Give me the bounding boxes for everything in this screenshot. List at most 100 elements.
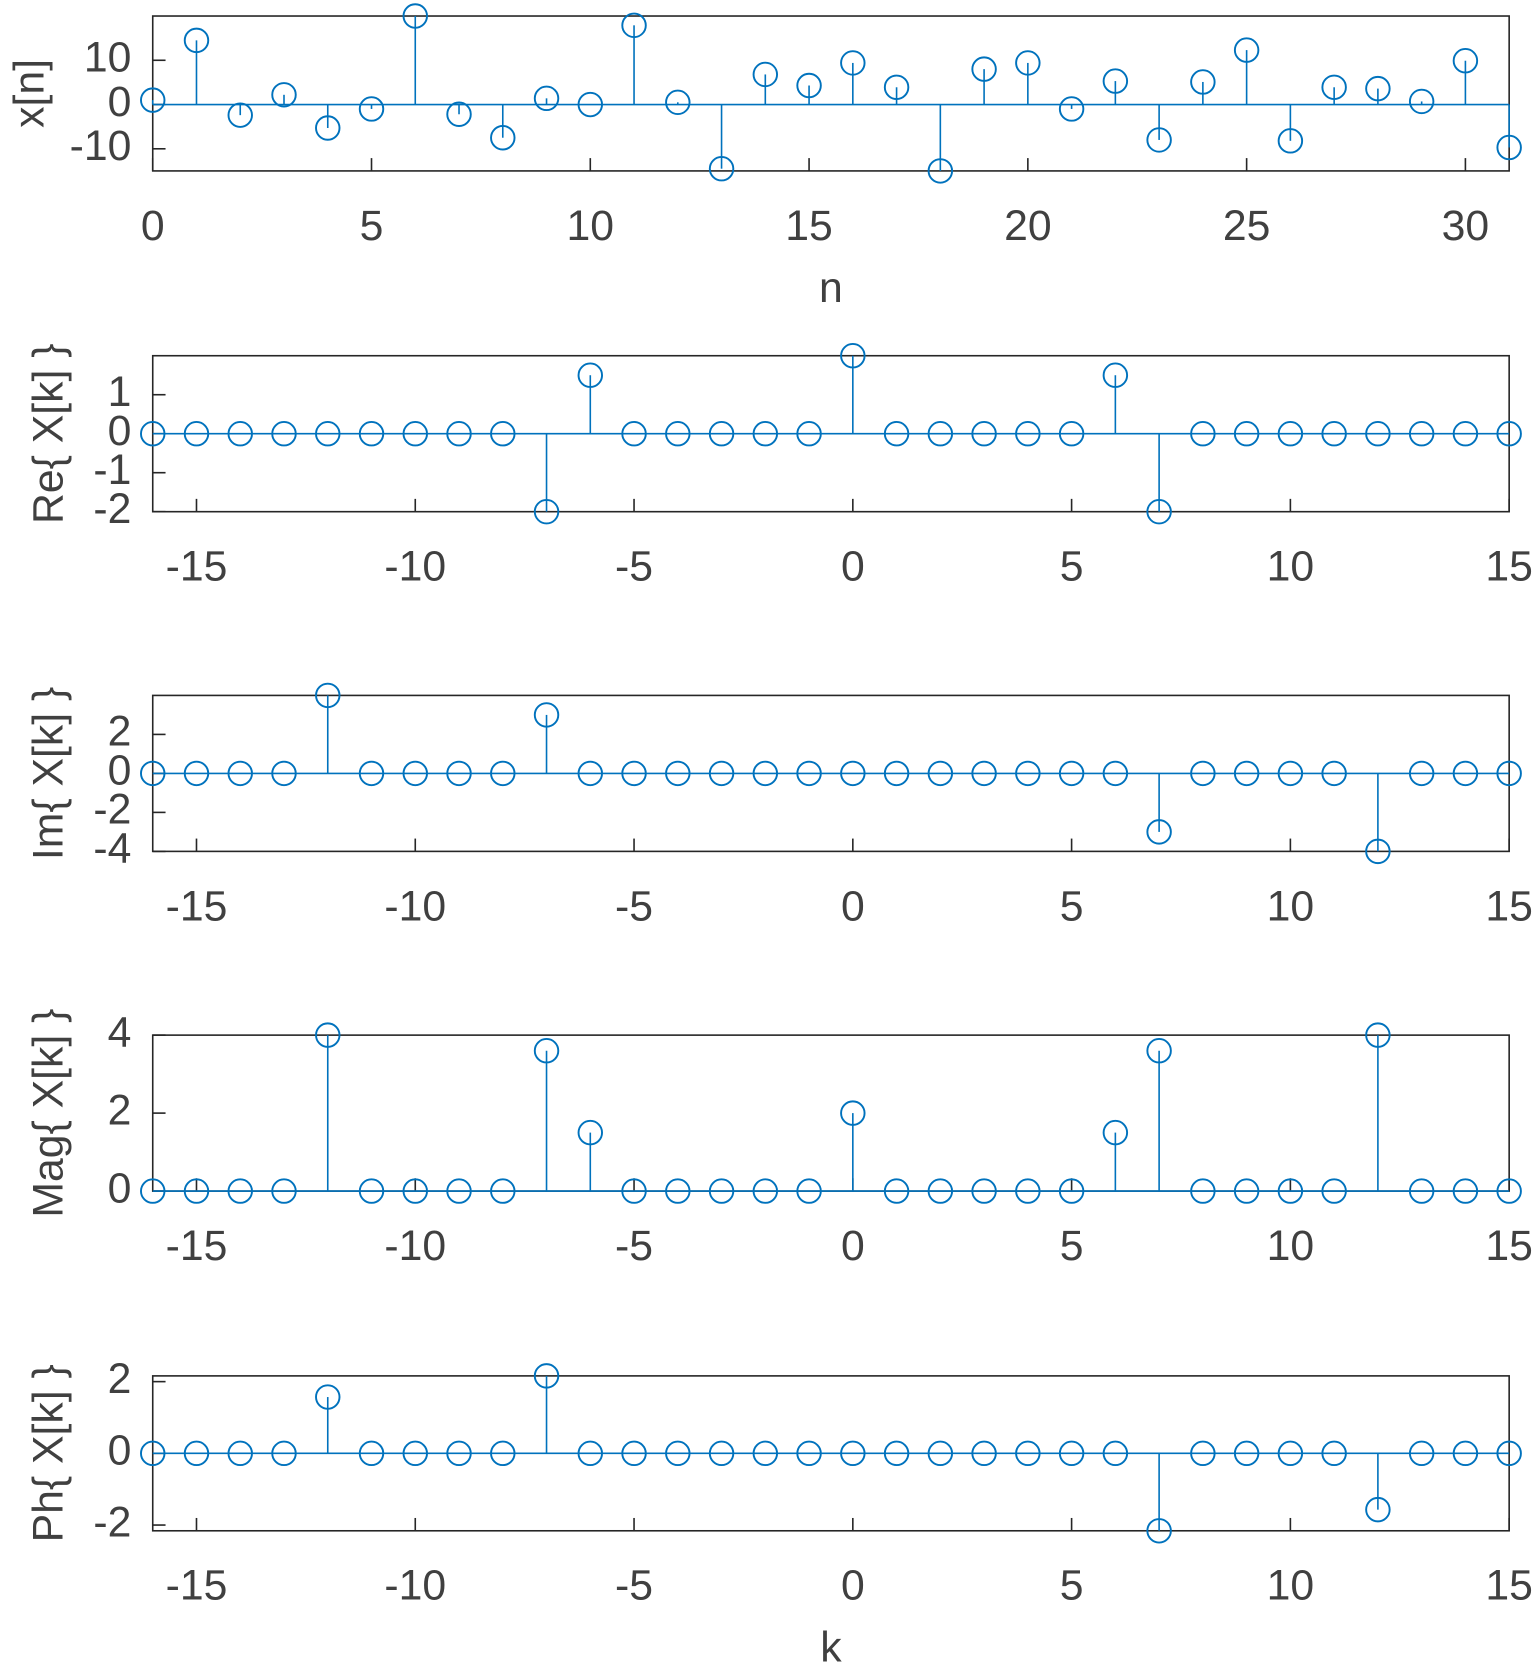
x-tick-label: 15 bbox=[1485, 1222, 1533, 1270]
stem-marker bbox=[752, 1178, 779, 1204]
stem-marker bbox=[883, 74, 910, 100]
stem-marker bbox=[1102, 760, 1129, 787]
stem-marker bbox=[796, 420, 822, 447]
stem-marker bbox=[490, 760, 516, 787]
stem-marker bbox=[1233, 420, 1260, 447]
y-axis-label: x[n] bbox=[5, 59, 53, 128]
stem-marker bbox=[1408, 420, 1435, 447]
x-tick-label: -15 bbox=[166, 882, 228, 930]
stem-marker bbox=[1277, 760, 1304, 787]
stem-marker bbox=[927, 1178, 954, 1204]
x-tick-label: -10 bbox=[384, 882, 446, 930]
stem-marker bbox=[883, 1178, 910, 1204]
stem-marker bbox=[577, 362, 604, 388]
stem-marker bbox=[708, 1178, 735, 1204]
stem-marker bbox=[1233, 37, 1260, 63]
stem-marker bbox=[621, 12, 647, 39]
stem-marker bbox=[1233, 1440, 1260, 1467]
x-tick-label: 5 bbox=[1060, 543, 1084, 591]
x-tick-label: 10 bbox=[1267, 543, 1315, 591]
stem-marker bbox=[227, 420, 253, 447]
stem-marker bbox=[227, 1440, 253, 1467]
x-tick-label: 0 bbox=[141, 202, 165, 250]
x-tick-label: 5 bbox=[1060, 1562, 1084, 1610]
stem-marker bbox=[665, 1440, 691, 1467]
stem-marker bbox=[227, 102, 253, 128]
stem-marker bbox=[1321, 74, 1347, 100]
stem-marker bbox=[796, 72, 822, 99]
stem-marker bbox=[708, 760, 735, 787]
stem-marker bbox=[183, 420, 210, 447]
stem-marker bbox=[971, 760, 997, 787]
x-tick-label: -15 bbox=[166, 1562, 228, 1610]
y-axis-label: Re{ X[k] } bbox=[25, 343, 73, 523]
stem-marker bbox=[358, 96, 385, 122]
stem-marker bbox=[1408, 1440, 1435, 1467]
stem-marker bbox=[402, 3, 428, 29]
stem-marker bbox=[140, 1440, 166, 1467]
stem-marker bbox=[1190, 1178, 1216, 1204]
stem-marker bbox=[1102, 68, 1129, 94]
stem-marker bbox=[883, 760, 910, 787]
stem-marker bbox=[1146, 819, 1172, 845]
stem-marker bbox=[140, 420, 166, 447]
x-axis-label: n bbox=[819, 264, 843, 312]
y-tick-label: 0 bbox=[108, 78, 132, 126]
stem-marker bbox=[1102, 1440, 1129, 1467]
x-tick-label: -10 bbox=[384, 1562, 446, 1610]
y-tick-label: 2 bbox=[108, 708, 132, 756]
stem-marker bbox=[1146, 1038, 1172, 1064]
stem-marker bbox=[752, 420, 779, 447]
stem-marker bbox=[490, 1440, 516, 1467]
y-tick-label: -2 bbox=[93, 485, 131, 533]
x-tick-label: 15 bbox=[1485, 882, 1533, 930]
stem-marker bbox=[927, 158, 954, 184]
stem-marker bbox=[1233, 760, 1260, 787]
stem-marker bbox=[708, 155, 735, 182]
stem-marker bbox=[533, 1363, 560, 1389]
stem-marker bbox=[1277, 1178, 1304, 1204]
stem-marker bbox=[577, 760, 604, 787]
stem-marker bbox=[1015, 50, 1041, 76]
stem-marker bbox=[271, 82, 297, 108]
stem-marker bbox=[1365, 75, 1391, 102]
stem-marker bbox=[315, 682, 341, 709]
stem-marker bbox=[533, 1038, 560, 1064]
stem-marker bbox=[1015, 420, 1041, 447]
stem-marker bbox=[621, 420, 647, 447]
stem-marker bbox=[227, 760, 253, 787]
stem-marker bbox=[665, 760, 691, 787]
stem-marker bbox=[971, 56, 997, 82]
stem-marker bbox=[490, 125, 516, 151]
x-tick-label: 5 bbox=[1060, 1222, 1084, 1270]
x-tick-label: 10 bbox=[1267, 1562, 1315, 1610]
stem-marker bbox=[315, 1022, 341, 1048]
stem-marker bbox=[227, 1178, 253, 1204]
stem-marker bbox=[1277, 420, 1304, 447]
y-tick-label: -2 bbox=[93, 1498, 131, 1546]
stem-marker bbox=[1146, 127, 1172, 153]
stem-marker bbox=[271, 1440, 297, 1467]
stem-marker bbox=[1321, 760, 1347, 787]
stem-marker bbox=[183, 27, 210, 54]
x-tick-label: 10 bbox=[1267, 1222, 1315, 1270]
stem-marker bbox=[1496, 1440, 1522, 1467]
stem-marker bbox=[1321, 420, 1347, 447]
stem-marker bbox=[271, 760, 297, 787]
stem-marker bbox=[752, 760, 779, 787]
stem-marker bbox=[1146, 498, 1172, 525]
y-axis-label: Mag{ X[k] } bbox=[25, 1009, 73, 1218]
stem-marker bbox=[971, 420, 997, 447]
y-axis-label: Im{ X[k] } bbox=[25, 687, 73, 860]
stem-marker bbox=[183, 1440, 210, 1467]
stem-marker bbox=[1190, 1440, 1216, 1467]
stem-marker bbox=[358, 1440, 385, 1467]
stem-marker bbox=[1496, 760, 1522, 787]
stem-marker bbox=[271, 420, 297, 447]
x-tick-label: 15 bbox=[1485, 543, 1533, 591]
stem-marker bbox=[1408, 1178, 1435, 1204]
x-tick-label: 5 bbox=[1060, 882, 1084, 930]
stem-marker bbox=[490, 1178, 516, 1204]
